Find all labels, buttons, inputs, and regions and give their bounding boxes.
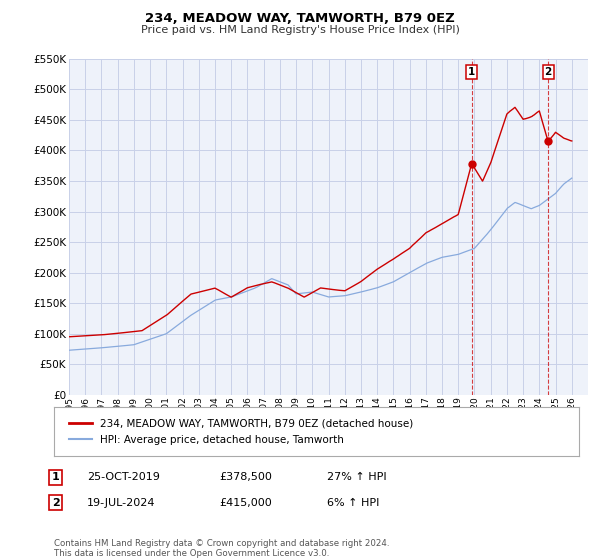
Text: This data is licensed under the Open Government Licence v3.0.: This data is licensed under the Open Gov… (54, 549, 329, 558)
Text: 19-JUL-2024: 19-JUL-2024 (87, 498, 155, 508)
Text: 234, MEADOW WAY, TAMWORTH, B79 0EZ: 234, MEADOW WAY, TAMWORTH, B79 0EZ (145, 12, 455, 25)
Text: 25-OCT-2019: 25-OCT-2019 (87, 472, 160, 482)
Text: 1: 1 (52, 472, 59, 482)
Legend: 234, MEADOW WAY, TAMWORTH, B79 0EZ (detached house), HPI: Average price, detache: 234, MEADOW WAY, TAMWORTH, B79 0EZ (deta… (64, 415, 417, 449)
Text: 1: 1 (468, 67, 475, 77)
Text: 2: 2 (544, 67, 552, 77)
Text: 27% ↑ HPI: 27% ↑ HPI (327, 472, 386, 482)
Text: 2: 2 (52, 498, 59, 508)
Text: £415,000: £415,000 (219, 498, 272, 508)
Text: Price paid vs. HM Land Registry's House Price Index (HPI): Price paid vs. HM Land Registry's House … (140, 25, 460, 35)
Text: Contains HM Land Registry data © Crown copyright and database right 2024.: Contains HM Land Registry data © Crown c… (54, 539, 389, 548)
Text: £378,500: £378,500 (219, 472, 272, 482)
Text: 6% ↑ HPI: 6% ↑ HPI (327, 498, 379, 508)
